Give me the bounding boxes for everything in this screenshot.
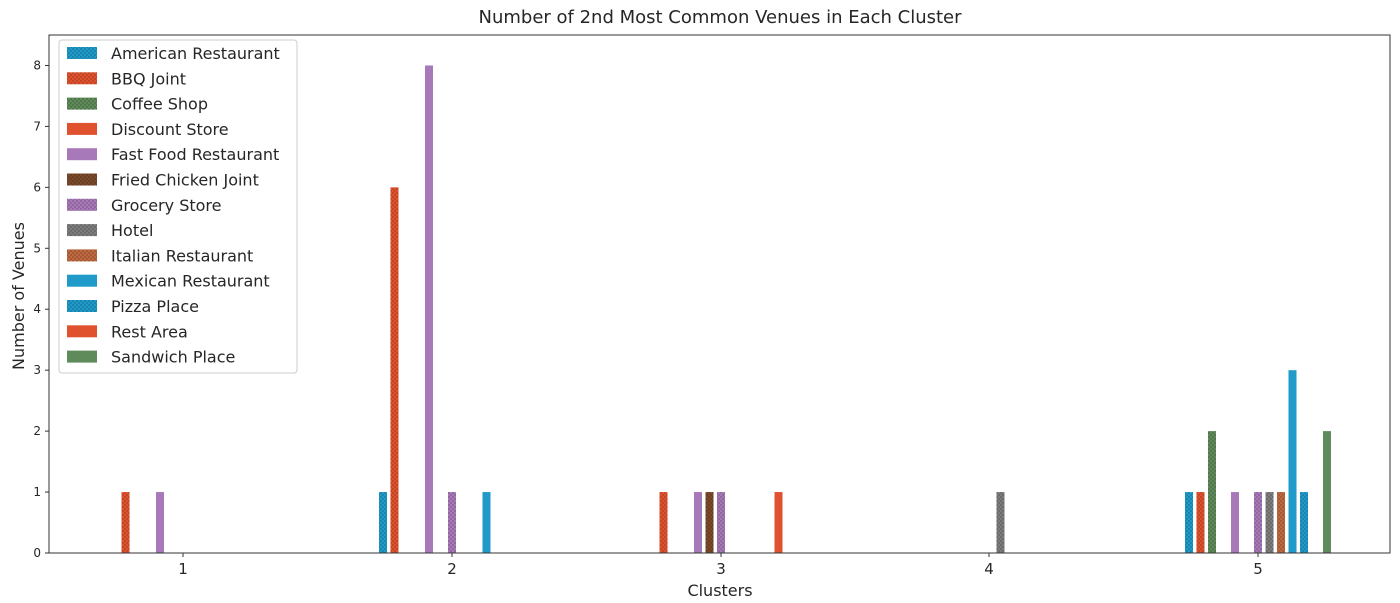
legend-swatch-fast-food-restaurant [67, 148, 97, 161]
y-tick-label: 3 [33, 363, 41, 377]
bar-bbq-joint-cluster-2 [390, 187, 399, 553]
bar-grocery-store-cluster-3 [717, 492, 725, 553]
bar-hotel-cluster-5 [1265, 492, 1274, 553]
bar-italian-restaurant-cluster-5 [1277, 492, 1285, 553]
legend-label-discount-store: Discount Store [111, 120, 229, 139]
legend-label-fast-food-restaurant: Fast Food Restaurant [111, 145, 279, 164]
bar-sandwich-place-cluster-5 [1323, 431, 1331, 553]
legend-swatch-bbq-joint [67, 72, 97, 85]
bar-coffee-shop-cluster-5 [1208, 431, 1216, 553]
legend-label-bbq-joint: BBQ Joint [111, 69, 186, 88]
x-tick-label: 3 [716, 560, 726, 578]
y-tick-label: 0 [33, 546, 41, 560]
legend-swatch-grocery-store [67, 198, 97, 211]
legend-label-fried-chicken-joint: Fried Chicken Joint [111, 171, 259, 190]
plot-frame [48, 34, 1391, 554]
bar-fast-food-restaurant-cluster-5 [1231, 492, 1239, 553]
bar-fast-food-restaurant-cluster-2 [425, 65, 433, 553]
y-tick-label: 8 [33, 58, 41, 72]
y-tick-label: 5 [33, 241, 41, 255]
x-tick-label: 5 [1253, 560, 1263, 578]
legend-label-coffee-shop: Coffee Shop [111, 95, 208, 114]
bar-bbq-joint-cluster-3 [659, 492, 668, 553]
legend-swatch-american-restaurant [67, 47, 97, 59]
y-tick-label: 2 [33, 424, 41, 438]
bar-grocery-store-cluster-2 [448, 492, 456, 553]
legend-label-mexican-restaurant: Mexican Restaurant [111, 272, 270, 291]
legend-swatch-italian-restaurant [67, 249, 97, 262]
bar-american-restaurant-cluster-5 [1185, 492, 1193, 553]
bar-fast-food-restaurant-cluster-1 [156, 492, 164, 553]
bar-american-restaurant-cluster-2 [379, 492, 387, 553]
bar-pizza-place-cluster-5 [1300, 492, 1308, 553]
bar-mexican-restaurant-cluster-2 [482, 492, 491, 553]
legend-swatch-hotel [67, 224, 97, 237]
legend-swatch-rest-area [67, 325, 97, 338]
bar-fast-food-restaurant-cluster-3 [694, 492, 702, 553]
legend-box [58, 39, 298, 374]
legend-swatch-coffee-shop [67, 97, 97, 110]
axes-layer: 0 1 2 3 4 5 6 7 8 1 2 3 4 5 [33, 34, 1391, 578]
legend-swatch-sandwich-place [67, 350, 97, 363]
bar-rest-area-cluster-3 [774, 492, 783, 553]
bars-layer [121, 65, 1331, 553]
y-tick-label: 6 [33, 180, 41, 194]
bar-fried-chicken-joint-cluster-3 [705, 492, 714, 553]
bar-bbq-joint-cluster-1 [121, 492, 130, 553]
y-tick-label: 7 [33, 119, 41, 133]
legend-label-hotel: Hotel [111, 221, 153, 240]
bar-bbq-joint-cluster-5 [1196, 492, 1205, 553]
y-tick-label: 4 [33, 302, 41, 316]
y-tick-label: 1 [33, 485, 41, 499]
legend-swatch-mexican-restaurant [67, 274, 97, 287]
legend-swatch-discount-store [67, 122, 97, 135]
legend-label-grocery-store: Grocery Store [111, 196, 221, 215]
legend-swatch-pizza-place [67, 300, 97, 312]
legend-label-italian-restaurant: Italian Restaurant [111, 246, 253, 265]
bar-mexican-restaurant-cluster-5 [1288, 370, 1297, 553]
chart-title: Number of 2nd Most Common Venues in Each… [478, 7, 962, 28]
legend-label-american-restaurant: American Restaurant [111, 44, 280, 63]
legend-swatch-fried-chicken-joint [67, 173, 97, 186]
legend-label-sandwich-place: Sandwich Place [111, 348, 235, 367]
y-axis-title: Number of Venues [9, 222, 28, 370]
x-axis-title: Clusters [687, 581, 752, 600]
legend: American Restaurant BBQ Joint Coffee Shop D… [58, 39, 298, 374]
x-tick-label: 2 [447, 560, 457, 578]
legend-label-pizza-place: Pizza Place [111, 297, 199, 316]
x-tick-label: 1 [178, 560, 188, 578]
bar-grocery-store-cluster-5 [1254, 492, 1262, 553]
legend-label-rest-area: Rest Area [111, 322, 188, 341]
bar-hotel-cluster-4 [996, 492, 1005, 553]
x-tick-label: 4 [984, 560, 994, 578]
